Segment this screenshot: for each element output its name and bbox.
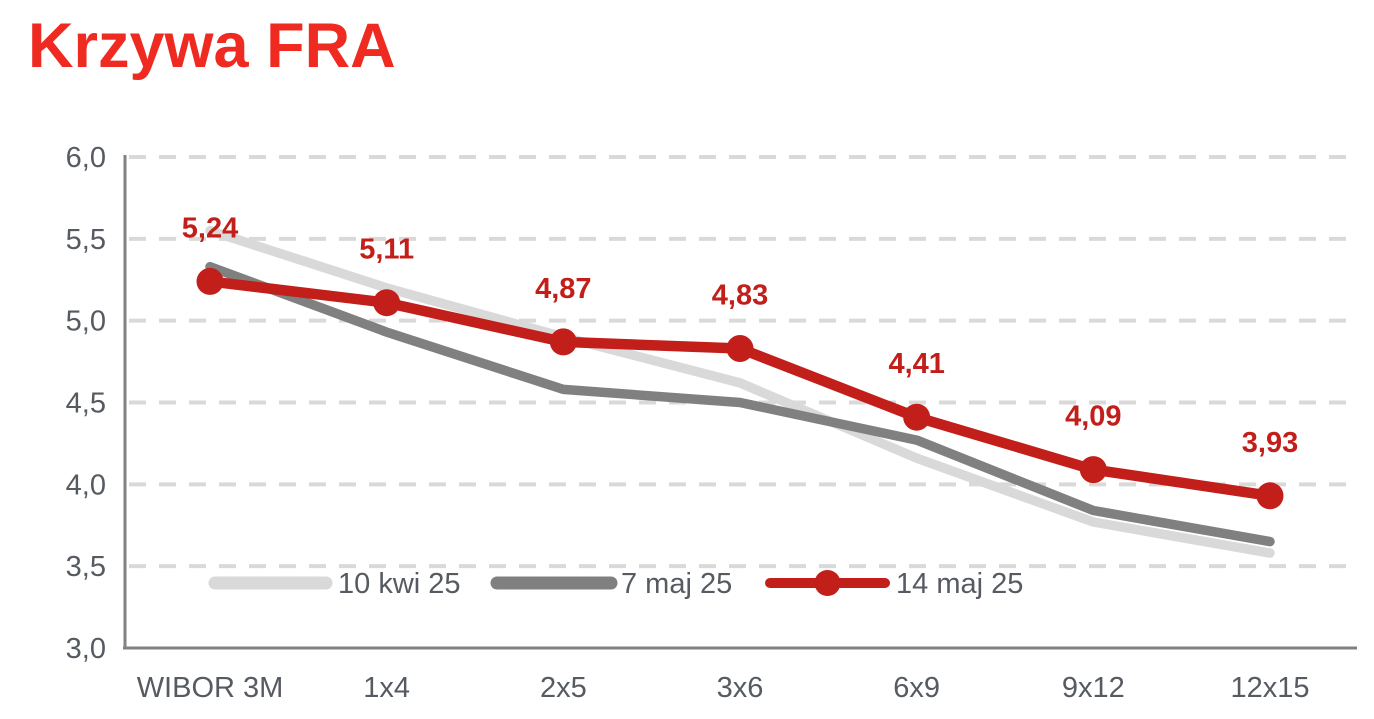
x-category-label: 3x6 xyxy=(717,672,764,704)
x-category-label: 2x5 xyxy=(540,672,587,704)
y-tick-label: 5,0 xyxy=(66,306,106,338)
data-label: 4,41 xyxy=(888,348,944,380)
series-line-14-maj-25 xyxy=(204,276,1276,502)
page-title: Krzywa FRA xyxy=(28,11,396,81)
data-point-marker xyxy=(196,267,224,295)
legend-label: 14 maj 25 xyxy=(896,568,1023,600)
x-category-label: 9x12 xyxy=(1062,672,1125,704)
data-label: 4,87 xyxy=(535,273,591,305)
data-point-marker xyxy=(1079,456,1107,484)
series-line-7-maj-25 xyxy=(205,261,1275,547)
x-category-label: WIBOR 3M xyxy=(137,672,284,704)
data-label: 5,24 xyxy=(182,212,238,244)
legend-label: 10 kwi 25 xyxy=(338,568,461,600)
data-label: 3,93 xyxy=(1242,427,1298,459)
y-tick-label: 4,5 xyxy=(66,388,106,420)
x-category-label: 12x15 xyxy=(1230,672,1309,704)
data-label: 4,09 xyxy=(1065,401,1121,433)
y-tick-label: 3,5 xyxy=(66,551,106,583)
x-category-label: 6x9 xyxy=(893,672,940,704)
data-point-marker xyxy=(726,335,754,362)
data-point-marker xyxy=(549,328,577,356)
series-line-10-kwi-25 xyxy=(205,225,1275,558)
y-tick-label: 3,0 xyxy=(66,633,106,665)
data-label: 4,83 xyxy=(712,280,768,312)
y-tick-label: 4,0 xyxy=(66,469,106,501)
data-point-marker xyxy=(903,403,931,431)
y-tick-label: 6,0 xyxy=(66,142,106,174)
legend-marker xyxy=(814,570,841,596)
legend-label: 7 maj 25 xyxy=(621,568,732,600)
data-point-marker xyxy=(1256,482,1284,510)
data-label: 5,11 xyxy=(359,234,414,266)
x-category-label: 1x4 xyxy=(363,672,410,704)
data-point-marker xyxy=(373,289,401,317)
y-tick-label: 5,5 xyxy=(66,224,106,256)
